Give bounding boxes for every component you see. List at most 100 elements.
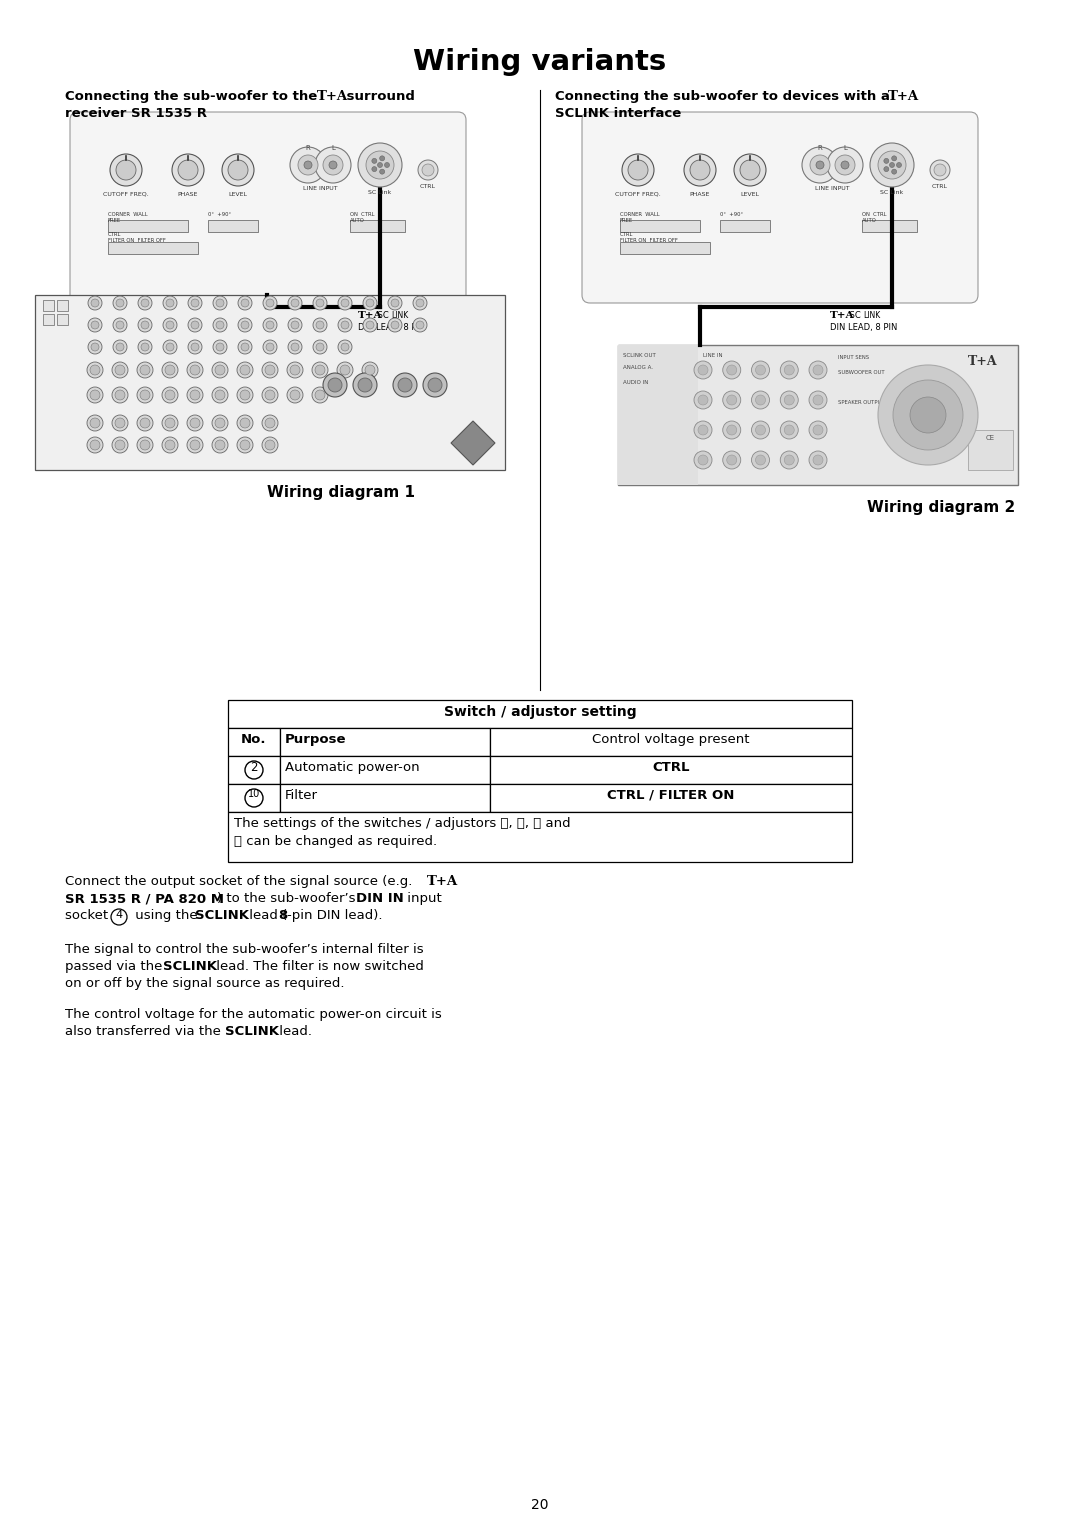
Circle shape: [241, 342, 249, 351]
Text: Connecting the sub-woofer to the: Connecting the sub-woofer to the: [65, 90, 322, 102]
Circle shape: [694, 422, 712, 439]
Bar: [280, 784, 490, 811]
Text: FREE: FREE: [108, 219, 121, 223]
Circle shape: [262, 387, 278, 403]
Circle shape: [416, 299, 424, 307]
FancyBboxPatch shape: [70, 112, 465, 303]
Text: CTRL: CTRL: [108, 232, 121, 237]
Text: ON  CTRL: ON CTRL: [350, 212, 375, 217]
Circle shape: [87, 416, 103, 431]
Text: Automatic power-on: Automatic power-on: [285, 761, 420, 775]
Circle shape: [366, 151, 394, 179]
Circle shape: [698, 455, 708, 465]
Text: receiver SR 1535 R: receiver SR 1535 R: [65, 107, 207, 121]
Circle shape: [892, 170, 896, 174]
Circle shape: [238, 296, 252, 310]
Circle shape: [413, 318, 427, 332]
Circle shape: [264, 341, 276, 354]
Circle shape: [90, 365, 100, 374]
Circle shape: [809, 422, 827, 439]
Circle shape: [878, 365, 978, 465]
Circle shape: [809, 391, 827, 410]
Circle shape: [216, 342, 224, 351]
Circle shape: [723, 361, 741, 379]
Circle shape: [237, 362, 253, 377]
Circle shape: [313, 341, 327, 354]
Circle shape: [313, 318, 327, 332]
Circle shape: [291, 299, 299, 307]
Circle shape: [291, 147, 326, 183]
Circle shape: [323, 373, 347, 397]
Circle shape: [727, 365, 737, 374]
Circle shape: [237, 437, 253, 452]
Circle shape: [90, 419, 100, 428]
Text: SUBWOOFER OUT: SUBWOOFER OUT: [838, 370, 885, 374]
Circle shape: [162, 416, 178, 431]
Circle shape: [363, 318, 377, 332]
Circle shape: [752, 361, 769, 379]
Circle shape: [87, 318, 102, 332]
Circle shape: [240, 419, 249, 428]
Circle shape: [265, 365, 275, 374]
Circle shape: [752, 391, 769, 410]
Text: input: input: [403, 892, 442, 905]
Circle shape: [357, 377, 372, 393]
Circle shape: [116, 321, 124, 329]
Circle shape: [378, 162, 382, 168]
Text: 8: 8: [278, 909, 287, 921]
Text: also transferred via the: also transferred via the: [65, 1025, 225, 1038]
Bar: [228, 700, 852, 727]
Text: The control voltage for the automatic power-on circuit is: The control voltage for the automatic po…: [65, 1008, 442, 1021]
Circle shape: [114, 440, 125, 451]
Bar: [720, 220, 770, 232]
Text: LINE INPUT: LINE INPUT: [302, 186, 337, 191]
Circle shape: [212, 387, 228, 403]
Text: 4: 4: [116, 911, 122, 920]
Circle shape: [303, 160, 312, 170]
Circle shape: [291, 342, 299, 351]
Bar: [618, 345, 1018, 484]
Circle shape: [110, 154, 141, 186]
Circle shape: [827, 147, 863, 183]
Circle shape: [137, 387, 153, 403]
Circle shape: [423, 373, 447, 397]
Circle shape: [113, 341, 127, 354]
Text: SPEAKER OUTPUTS: SPEAKER OUTPUTS: [838, 400, 888, 405]
Circle shape: [262, 437, 278, 452]
Circle shape: [366, 299, 374, 307]
Text: 20: 20: [531, 1497, 549, 1513]
Circle shape: [114, 390, 125, 400]
Bar: [228, 784, 280, 811]
Text: AUTO: AUTO: [350, 219, 365, 223]
Polygon shape: [451, 422, 495, 465]
Text: Wiring diagram 2: Wiring diagram 2: [867, 500, 1015, 515]
Circle shape: [265, 440, 275, 451]
Circle shape: [240, 365, 249, 374]
Circle shape: [163, 296, 177, 310]
Circle shape: [238, 318, 252, 332]
Text: DIN LEAD, 8 PIN: DIN LEAD, 8 PIN: [831, 322, 897, 332]
Text: LINK: LINK: [391, 312, 408, 319]
Circle shape: [291, 321, 299, 329]
Circle shape: [215, 440, 225, 451]
Circle shape: [237, 416, 253, 431]
Bar: [490, 784, 852, 811]
Text: Purpose: Purpose: [285, 733, 347, 746]
Text: CUTOFF FREQ.: CUTOFF FREQ.: [616, 193, 661, 197]
Circle shape: [87, 362, 103, 377]
Circle shape: [287, 362, 303, 377]
Bar: [968, 429, 1013, 471]
Circle shape: [162, 437, 178, 452]
Circle shape: [162, 387, 178, 403]
Circle shape: [190, 365, 200, 374]
Circle shape: [694, 451, 712, 469]
Circle shape: [141, 321, 149, 329]
Circle shape: [723, 391, 741, 410]
Circle shape: [137, 362, 153, 377]
Circle shape: [187, 437, 203, 452]
Circle shape: [802, 147, 838, 183]
Circle shape: [756, 455, 766, 465]
Circle shape: [315, 390, 325, 400]
Text: SR 1535 R / PA 820 M: SR 1535 R / PA 820 M: [65, 892, 224, 905]
Circle shape: [113, 318, 127, 332]
